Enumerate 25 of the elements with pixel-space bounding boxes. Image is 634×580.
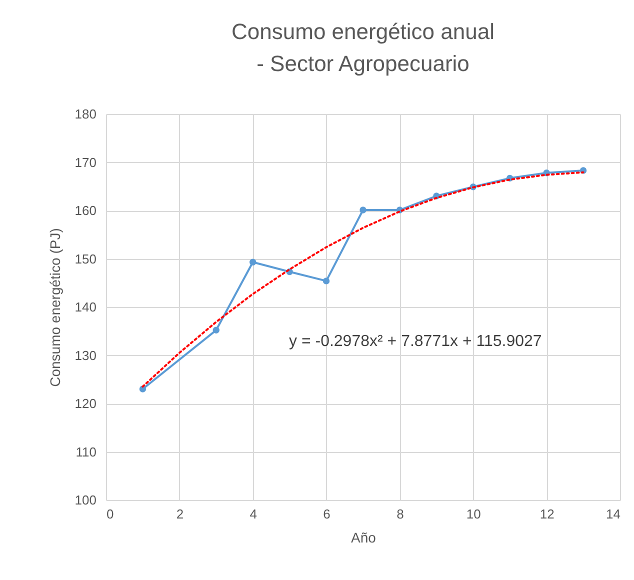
y-tick-label: 130 [74, 348, 96, 363]
x-tick-label: 0 [106, 506, 114, 522]
x-axis-title: Año [351, 530, 376, 546]
x-tick-label: 10 [466, 506, 481, 522]
point [322, 278, 330, 284]
x-tick-label: 8 [396, 506, 404, 522]
x-tick-label: 2 [176, 506, 184, 522]
x-tick-label: 6 [323, 506, 330, 522]
y-axis-title: Consumo energético (PJ) [46, 228, 63, 387]
y-tick-label: 150 [74, 251, 96, 266]
x-tick-label: 4 [250, 506, 257, 522]
annotation: y = -0.2978x² + 7.8771x + 115.9027 [289, 333, 542, 350]
point [250, 258, 256, 266]
y-tick-label: 100 [74, 492, 96, 508]
y-tick-label: 110 [76, 444, 96, 460]
y-tick-label: 160 [74, 203, 96, 218]
y-tick-label: 170 [74, 154, 96, 170]
y-tick-label: 180 [74, 106, 96, 122]
point [212, 326, 220, 334]
point [360, 206, 366, 214]
y-tick-label: 140 [74, 300, 96, 314]
x-tick-label: 14 [606, 506, 620, 522]
x-tick-label: 12 [540, 506, 554, 522]
chart-title: Consumo energético anual - Sector Agropecuario [232, 19, 494, 76]
y-tick-label: 120 [74, 396, 96, 411]
